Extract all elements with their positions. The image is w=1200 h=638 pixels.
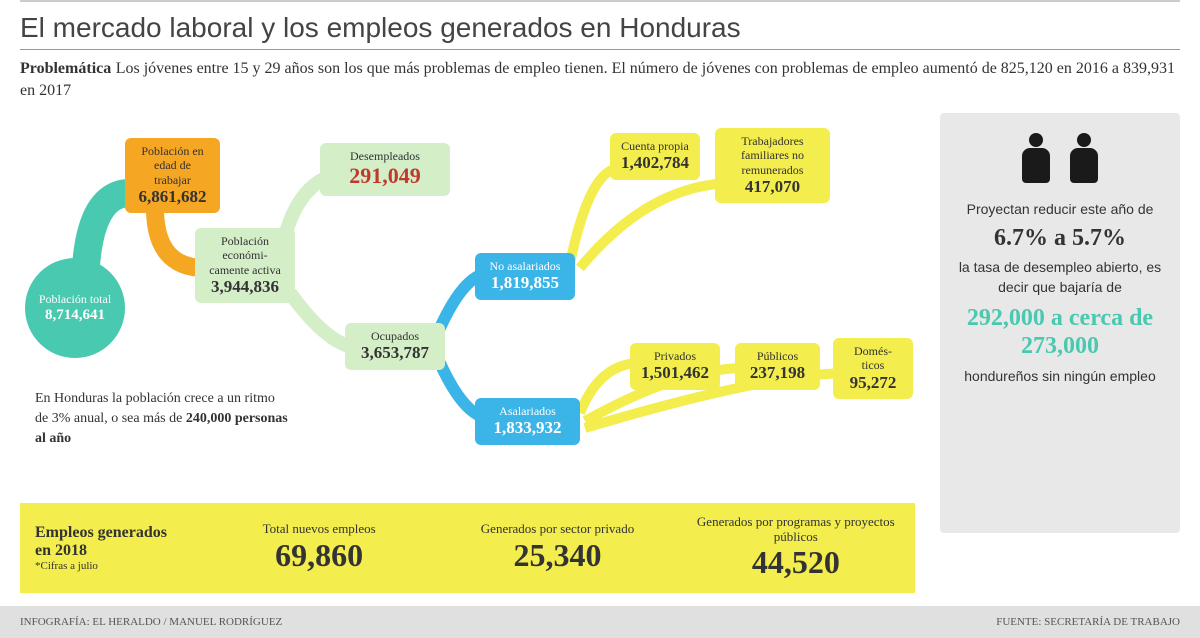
reduction-numbers: 292,000 a cerca de 273,000 xyxy=(955,304,1165,362)
subtitle: Problemática Los jóvenes entre 15 y 29 a… xyxy=(0,58,1200,113)
subtitle-text: Los jóvenes entre 15 y 29 años son los q… xyxy=(20,60,1175,99)
businessmen-icon xyxy=(955,133,1165,185)
jobs-bar: Empleos generados en 2018 *Cifras a juli… xyxy=(20,503,915,593)
jobs-private: Generados por sector privado 25,340 xyxy=(438,522,676,573)
node-no-asalariados: No asalariados 1,819,855 xyxy=(475,253,575,300)
page-title: El mercado laboral y los empleos generad… xyxy=(0,2,1200,49)
pct-reduction: 6.7% a 5.7% xyxy=(955,225,1165,252)
node-asalariados: Asalariados 1,833,932 xyxy=(475,398,580,445)
node-domesticos: Domés-ticos 95,272 xyxy=(833,338,913,399)
jobs-subtitle: *Cifras a julio xyxy=(35,560,185,572)
node-desempleados: Desempleados 291,049 xyxy=(320,143,450,196)
growth-note: En Honduras la población crece a un ritm… xyxy=(35,388,290,449)
node-pob-total: Población total 8,714,641 xyxy=(25,258,125,358)
node-privados: Privados 1,501,462 xyxy=(630,343,720,390)
subtitle-bold: Problemática xyxy=(20,60,111,77)
jobs-total: Total nuevos empleos 69,860 xyxy=(200,522,438,573)
node-publicos: Públicos 237,198 xyxy=(735,343,820,390)
node-ocupados: Ocupados 3,653,787 xyxy=(345,323,445,370)
footer: INFOGRAFÍA: EL HERALDO / MANUEL RODRÍGUE… xyxy=(0,606,1200,638)
node-cuenta-propia: Cuenta propia 1,402,784 xyxy=(610,133,700,180)
jobs-public: Generados por programas y proyectos públ… xyxy=(677,515,915,581)
footer-credit: INFOGRAFÍA: EL HERALDO / MANUEL RODRÍGUE… xyxy=(20,616,282,628)
jobs-title: Empleos generados en 2018 xyxy=(35,524,185,560)
node-pob-eco: Población económi-camente activa 3,944,8… xyxy=(195,228,295,304)
node-pob-edad: Población en edad de trabajar 6,861,682 xyxy=(125,138,220,214)
node-familiares: Trabajadores familiares no remunerados 4… xyxy=(715,128,830,204)
footer-source: FUENTE: SECRETARÍA DE TRABAJO xyxy=(996,616,1180,628)
sidebar-projection: Proyectan reducir este año de 6.7% a 5.7… xyxy=(940,113,1180,533)
